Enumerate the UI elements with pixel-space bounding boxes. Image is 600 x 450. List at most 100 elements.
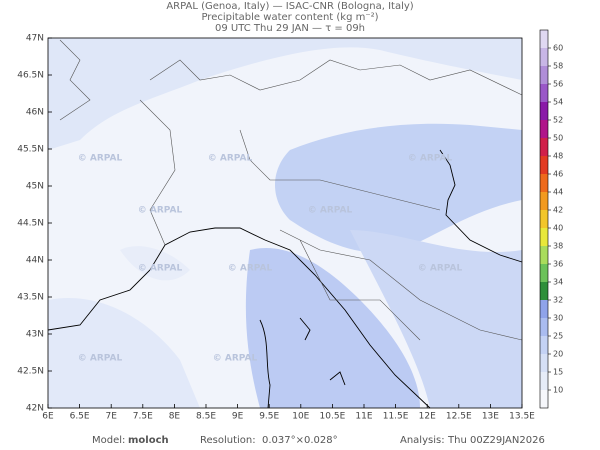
watermark: © ARPAL — [78, 154, 123, 164]
lon-label: 9.5E — [259, 412, 279, 422]
lon-label: 8.5E — [196, 412, 216, 422]
colorbar-band — [540, 66, 548, 84]
footer-text: Analysis: — [400, 435, 445, 446]
colorbar-label: 38 — [553, 242, 563, 251]
title-line: ARPAL (Genoa, Italy) — ISAC-CNR (Bologna… — [166, 1, 413, 12]
footer-text: 0.037°×0.028° — [262, 435, 338, 446]
lat-label: 44.5N — [17, 219, 44, 229]
lat-label: 42N — [26, 404, 44, 414]
colorbar-band — [540, 192, 548, 210]
colorbar-label: 10 — [553, 386, 563, 395]
watermark: © ARPAL — [213, 354, 258, 364]
colorbar-label: 52 — [553, 116, 563, 125]
lat-label: 45.5N — [17, 145, 44, 155]
colorbar-label: 44 — [553, 188, 563, 197]
lon-label: 10E — [292, 412, 309, 422]
colorbar-label: 32 — [553, 296, 563, 305]
colorbar-label: 30 — [553, 314, 563, 323]
colorbar-band — [540, 138, 548, 156]
colorbar-band — [540, 102, 548, 120]
colorbar-label: 58 — [553, 62, 563, 71]
field — [48, 298, 200, 408]
colorbar-band — [540, 336, 548, 354]
lon-label: 8E — [169, 412, 181, 422]
colorbar-band — [540, 228, 548, 246]
lon-label: 10.5E — [320, 412, 346, 422]
field — [350, 230, 522, 408]
colorbar-label: 15 — [553, 368, 563, 377]
colorbar-label: 54 — [553, 98, 563, 107]
colorbar-band — [540, 120, 548, 138]
field — [48, 38, 522, 150]
colorbar-label: 40 — [553, 224, 563, 233]
colorbar-frame — [539, 29, 549, 409]
watermark: © ARPAL — [78, 354, 123, 364]
footer-text: Model: — [92, 435, 125, 446]
colorbar-band — [540, 300, 548, 318]
lon-label: 12.5E — [446, 412, 472, 422]
footer-text: moloch — [128, 435, 169, 446]
colorbar-band — [540, 84, 548, 102]
colorbar-band — [540, 174, 548, 192]
map-area — [47, 37, 523, 409]
colorbar-label: 48 — [553, 152, 563, 161]
lat-label: 45N — [26, 182, 44, 192]
lat-label: 46N — [26, 108, 44, 118]
watermark: © ARPAL — [308, 206, 353, 216]
watermark: © ARPAL — [208, 154, 253, 164]
field — [245, 248, 420, 408]
lat-label: 43.5N — [17, 293, 44, 303]
footer-text: Resolution: — [200, 435, 256, 446]
colorbar-band — [540, 372, 548, 390]
coastline — [439, 149, 523, 263]
watermark: © ARPAL — [418, 264, 463, 274]
colorbar-label: 56 — [553, 80, 563, 89]
watermark: © ARPAL — [228, 264, 273, 274]
lat-label: 44N — [26, 256, 44, 266]
colorbar-band — [540, 210, 548, 228]
colorbar-band — [540, 264, 548, 282]
lon-label: 11.5E — [383, 412, 409, 422]
colorbar-band — [540, 354, 548, 372]
colorbar-band — [540, 30, 548, 48]
watermark: © ARPAL — [138, 264, 183, 274]
watermark: © ARPAL — [408, 154, 453, 164]
colorbar-label: 46 — [553, 170, 563, 179]
colorbar-label: 60 — [553, 44, 563, 53]
colorbar-label: 25 — [553, 332, 563, 341]
watermark: © ARPAL — [138, 206, 183, 216]
coastline — [47, 227, 431, 409]
lon-label: 6E — [42, 412, 54, 422]
field — [120, 246, 190, 281]
lon-label: 11E — [355, 412, 372, 422]
colorbar-band — [540, 246, 548, 264]
lat-label: 46.5N — [17, 71, 44, 81]
lon-label: 7.5E — [133, 412, 153, 422]
colorbar-label: 34 — [553, 278, 563, 287]
title-line: 09 UTC Thu 29 JAN — τ = 09h — [215, 23, 365, 34]
colorbar-label: 42 — [553, 206, 563, 215]
lon-label: 12E — [419, 412, 436, 422]
lon-label: 13E — [482, 412, 499, 422]
colorbar-label: 50 — [553, 134, 563, 143]
border — [59, 39, 523, 341]
colorbar-label: 20 — [553, 350, 563, 359]
lat-label: 47N — [26, 34, 44, 44]
footer-text: Thu 00Z29JAN2026 — [447, 435, 545, 446]
colorbar-band — [540, 318, 548, 336]
colorbar-band — [540, 282, 548, 300]
field — [275, 123, 522, 253]
coastline — [259, 317, 346, 409]
lon-label: 6.5E — [70, 412, 90, 422]
colorbar-label: 36 — [553, 260, 563, 269]
lat-label: 43N — [26, 330, 44, 340]
lon-label: 7E — [105, 412, 117, 422]
title-line: Precipitable water content (kg m⁻²) — [201, 12, 378, 23]
colorbar-band — [540, 156, 548, 174]
colorbar-band — [540, 48, 548, 66]
colorbar-band — [540, 390, 548, 408]
lat-label: 42.5N — [17, 367, 44, 377]
lon-label: 9E — [232, 412, 244, 422]
lon-label: 13.5E — [509, 412, 535, 422]
